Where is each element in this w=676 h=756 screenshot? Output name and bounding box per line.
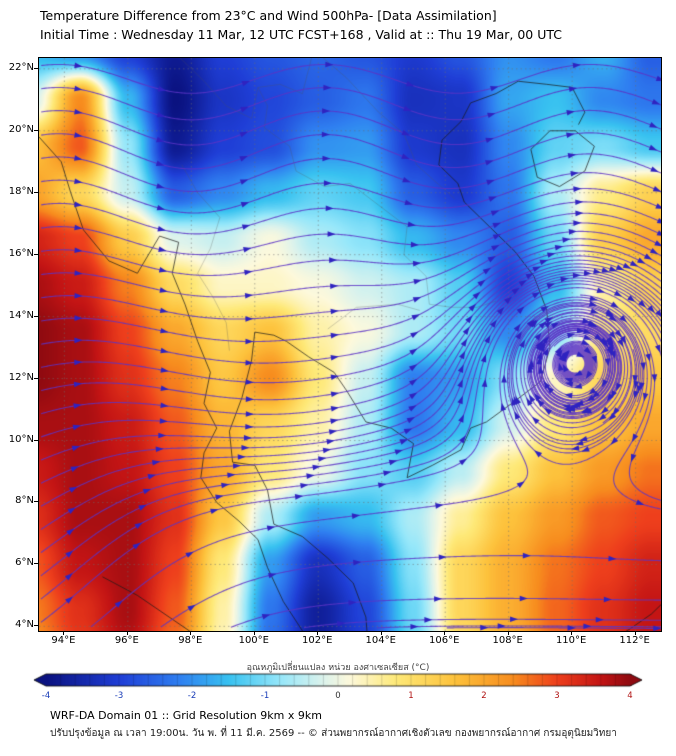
colorbar-tick-label: 4 xyxy=(627,691,633,701)
colorbar-tick-label: 1 xyxy=(408,691,414,701)
colorbar-tick-label: -3 xyxy=(114,691,124,701)
chart-subtitle: Initial Time : Wednesday 11 Mar, 12 UTC … xyxy=(40,27,562,42)
x-axis-tick xyxy=(507,631,509,635)
y-tick-label: 16°N xyxy=(8,247,34,259)
y-tick-label: 18°N xyxy=(8,185,34,197)
y-tick-label: 8°N xyxy=(15,495,34,507)
x-tick-label: 108°E xyxy=(492,635,523,646)
y-tick-label: 12°N xyxy=(8,371,34,383)
x-tick-label: 104°E xyxy=(365,635,396,646)
colorbar-tick-label: 3 xyxy=(554,691,560,701)
chart-title: Temperature Difference from 23°C and Win… xyxy=(40,8,497,23)
y-tick-label: 10°N xyxy=(8,433,34,445)
map-canvas xyxy=(39,58,661,631)
y-axis-tick xyxy=(34,315,38,317)
y-axis-tick xyxy=(34,439,38,441)
colorbar-tick-label: 2 xyxy=(481,691,487,701)
x-tick-label: 100°E xyxy=(238,635,269,646)
footer-domain-info: WRF-DA Domain 01 :: Grid Resolution 9km … xyxy=(50,709,322,722)
x-axis-tick xyxy=(126,631,128,635)
x-tick-label: 102°E xyxy=(302,635,333,646)
colorbar-tick-label: -4 xyxy=(41,691,51,701)
colorbar-tick-label: -2 xyxy=(187,691,197,701)
y-tick-label: 22°N xyxy=(8,61,34,73)
x-axis-tick xyxy=(317,631,319,635)
y-axis-tick xyxy=(34,253,38,255)
x-tick-label: 94°E xyxy=(51,635,76,646)
y-axis-tick xyxy=(34,191,38,193)
x-tick-label: 98°E xyxy=(178,635,203,646)
map-plot-area xyxy=(38,57,662,632)
x-tick-label: 110°E xyxy=(555,635,587,646)
colorbar-label: อุณหภูมิเปลี่ยนแปลง หน่วย องศาเซลเซียส (… xyxy=(246,663,430,673)
colorbar-tick-label: -1 xyxy=(260,691,270,701)
x-axis-tick xyxy=(380,631,382,635)
y-axis-tick xyxy=(34,67,38,69)
colorbar xyxy=(30,671,646,689)
y-axis-tick xyxy=(34,377,38,379)
x-axis-tick xyxy=(190,631,192,635)
x-tick-label: 96°E xyxy=(114,635,139,646)
footer-update-info: ปรับปรุงข้อมูล ณ เวลา 19:00น. วัน พ. ที่… xyxy=(50,728,617,739)
y-axis-tick xyxy=(34,501,38,503)
colorbar-tick-label: 0 xyxy=(335,691,341,701)
x-tick-label: 106°E xyxy=(429,635,460,646)
x-axis-tick xyxy=(634,631,636,635)
y-tick-label: 14°N xyxy=(8,309,34,321)
x-axis-tick xyxy=(444,631,446,635)
y-tick-label: 20°N xyxy=(8,123,34,135)
x-axis-tick xyxy=(63,631,65,635)
y-tick-label: 6°N xyxy=(15,557,34,569)
y-axis-tick xyxy=(34,625,38,627)
y-axis-tick xyxy=(34,563,38,565)
x-axis-tick xyxy=(571,631,573,635)
y-tick-label: 4°N xyxy=(15,619,34,631)
x-tick-label: 112°E xyxy=(619,635,650,646)
y-axis-tick xyxy=(34,129,38,131)
x-axis-tick xyxy=(253,631,255,635)
